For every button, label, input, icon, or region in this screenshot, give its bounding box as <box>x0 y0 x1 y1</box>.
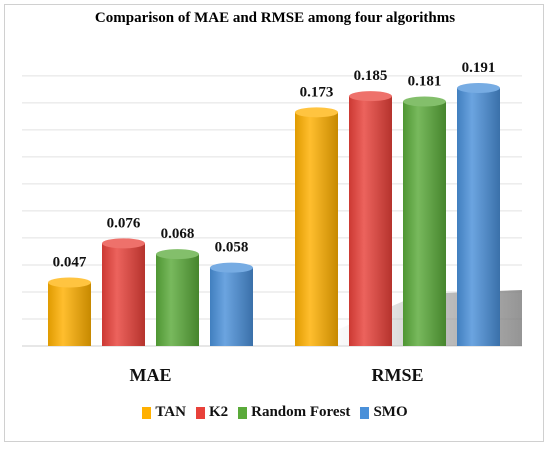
value-label: 0.173 <box>300 84 334 100</box>
value-label: 0.058 <box>215 240 249 256</box>
chart-frame <box>4 4 544 442</box>
legend-item: TAN <box>142 404 186 421</box>
category-label: MAE <box>130 365 172 385</box>
bar-cap <box>48 277 91 288</box>
bar-cap <box>403 96 446 107</box>
bar <box>48 282 91 346</box>
bars <box>48 83 500 347</box>
bar <box>210 267 253 346</box>
legend-label: Random Forest <box>251 404 351 420</box>
bar-cap <box>295 107 338 118</box>
bar-cap <box>102 238 145 249</box>
value-label: 0.068 <box>161 226 195 242</box>
bar-cap <box>349 91 392 102</box>
legend-item: SMO <box>360 404 408 421</box>
legend-swatch <box>360 406 370 419</box>
bar-cap <box>210 262 253 273</box>
value-label: 0.181 <box>408 74 442 90</box>
bar <box>295 112 338 346</box>
value-labels: 0.047 0.076 0.068 0.058 0.173 0.185 0.181 0.191 <box>53 60 496 271</box>
bar <box>102 243 145 346</box>
bar <box>457 88 500 346</box>
legend-swatch <box>142 406 152 419</box>
value-label: 0.076 <box>107 215 141 231</box>
chart-title: Comparison of MAE and RMSE among four al… <box>94 10 456 26</box>
value-label: 0.047 <box>53 255 87 271</box>
bar <box>349 96 392 347</box>
legend: TAN K2 Random Forest SMO <box>0 404 550 421</box>
legend-label: TAN <box>155 404 186 420</box>
bar <box>156 254 199 346</box>
legend-item: K2 <box>195 404 229 421</box>
legend-swatch <box>195 406 205 419</box>
legend-label: SMO <box>373 404 408 420</box>
bar-cap <box>457 83 500 93</box>
category-label: RMSE <box>371 365 423 385</box>
category-labels: MAE RMSE <box>130 365 424 385</box>
legend-item: Random Forest <box>238 404 350 421</box>
bar <box>403 101 446 347</box>
legend-swatch <box>238 406 248 419</box>
value-label: 0.185 <box>354 68 388 84</box>
legend-label: K2 <box>208 404 229 420</box>
value-label: 0.191 <box>462 60 496 76</box>
bar-cap <box>156 249 199 260</box>
